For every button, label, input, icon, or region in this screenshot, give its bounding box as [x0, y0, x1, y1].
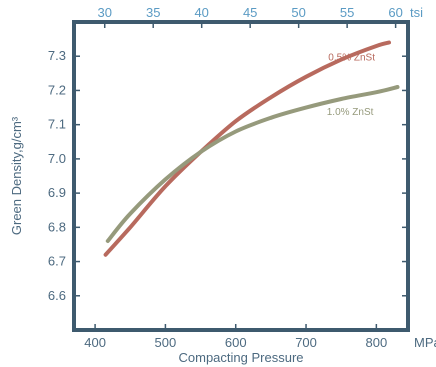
x-unit-label: MPa — [414, 335, 436, 350]
top-tick-label-1: 35 — [146, 5, 160, 20]
top-tick-label-4: 50 — [291, 5, 305, 20]
x-tick-label-4: 800 — [366, 335, 388, 350]
x-tick-label-3: 700 — [295, 335, 317, 350]
top-tick-label-6: 60 — [388, 5, 402, 20]
y-tick-label-3: 6.9 — [48, 185, 66, 200]
series-line-0 — [103, 40, 391, 257]
y-tick-label-0: 6.6 — [48, 288, 66, 303]
x-tick-label-0: 400 — [84, 335, 106, 350]
y-tick-label-6: 7.2 — [48, 82, 66, 97]
x-axis-title: Compacting Pressure — [179, 350, 304, 365]
top-tick-label-2: 40 — [194, 5, 208, 20]
series-label-1: 1.0% ZnSt — [327, 107, 374, 118]
series-label-0: 0.5% ZnSt — [328, 53, 375, 64]
top-tick-label-3: 45 — [243, 5, 257, 20]
y-tick-label-7: 7.3 — [48, 48, 66, 63]
plot-frame — [72, 20, 410, 332]
y-tick-label-2: 6.8 — [48, 219, 66, 234]
top-tick-label-5: 55 — [340, 5, 354, 20]
top-tick-label-0: 30 — [97, 5, 111, 20]
top-axis-unit-label: tsi — [410, 5, 423, 20]
y-tick-label-4: 7.0 — [48, 151, 66, 166]
series-line-1 — [105, 85, 400, 243]
y-axis-title: Green Density,g/cm³ — [9, 116, 24, 235]
x-tick-label-2: 600 — [225, 335, 247, 350]
y-tick-label-5: 7.1 — [48, 117, 66, 132]
y-tick-label-1: 6.7 — [48, 254, 66, 269]
x-tick-label-1: 500 — [155, 335, 177, 350]
